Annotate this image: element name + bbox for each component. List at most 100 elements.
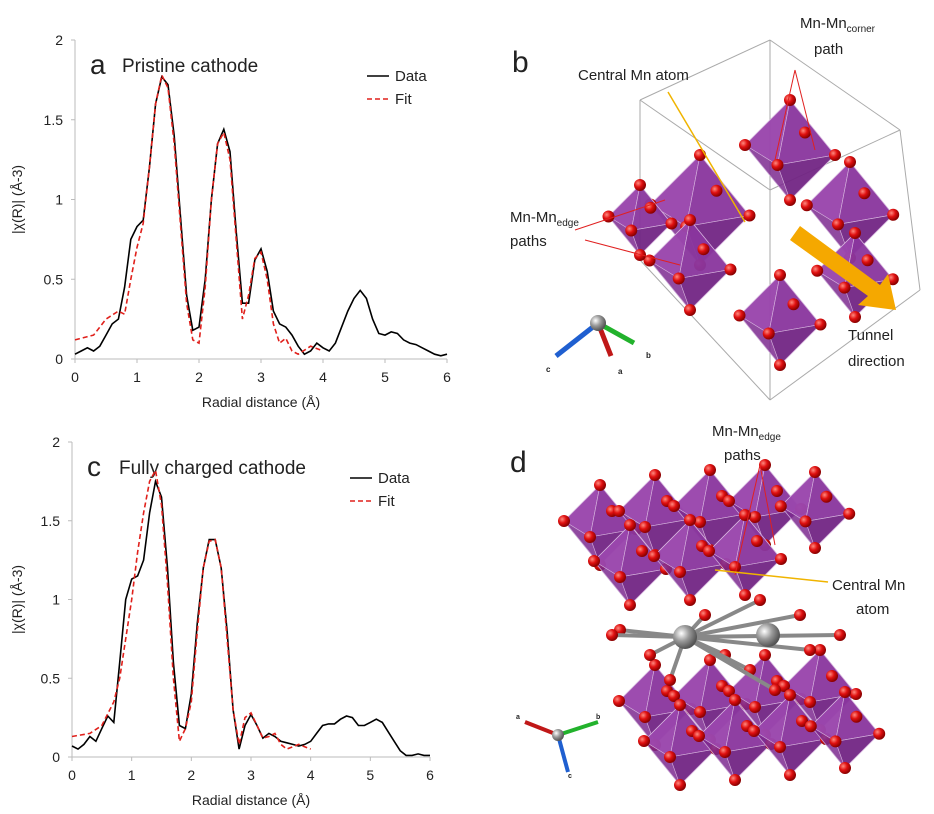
legend-label: Data <box>395 68 427 85</box>
oxygen-atom <box>694 516 706 528</box>
x-tick-label: 0 <box>71 369 79 385</box>
annotation-main: Mn-Mn <box>510 209 557 226</box>
oxygen-atom <box>839 762 851 774</box>
oxygen-atom <box>796 715 808 727</box>
oxygen-atom <box>639 711 651 723</box>
oxygen-atom <box>614 571 626 583</box>
guide-line <box>794 69 816 151</box>
oxygen-atom <box>674 566 686 578</box>
oxygen-atom <box>648 550 660 562</box>
oxygen-atom <box>739 589 751 601</box>
panel-label: c <box>87 451 101 482</box>
oxygen-atom <box>684 594 696 606</box>
oxygen-atom <box>774 269 786 281</box>
oxygen-atom <box>606 629 618 641</box>
legend-label: Fit <box>395 91 412 108</box>
oxygen-atom <box>733 309 746 322</box>
data-line <box>74 72 324 356</box>
guide-line <box>684 635 811 652</box>
axis-letter: c <box>568 773 572 780</box>
oxygen-atom <box>771 485 783 497</box>
x-tick-label: 6 <box>426 767 434 783</box>
oxygen-atom <box>839 686 851 698</box>
annotation: Tunnel <box>848 327 893 344</box>
annotation: paths <box>510 233 547 250</box>
oxygen-atom <box>787 298 800 311</box>
annotation: Mn-Mncorner <box>800 15 876 35</box>
guide-line <box>759 464 776 546</box>
guide-line <box>683 635 777 692</box>
x-axis-label: Radial distance (Å) <box>192 792 310 808</box>
oxygen-atom <box>613 505 625 517</box>
oxygen-atom <box>723 495 735 507</box>
octahedron-face <box>768 324 822 366</box>
oxygen-atom <box>684 514 696 526</box>
guide-line <box>734 464 761 576</box>
oxygen-atom <box>723 685 735 697</box>
oxygen-atom <box>774 741 786 753</box>
oxygen-atom <box>649 469 661 481</box>
oxygen-atom <box>625 224 638 237</box>
oxygen-atom <box>843 507 856 520</box>
oxygen-atom <box>644 201 657 214</box>
oxygen-atom <box>784 769 796 781</box>
oxygen-atom <box>844 156 856 168</box>
annotation: path <box>814 41 843 58</box>
annotation: paths <box>724 447 761 464</box>
x-tick-label: 3 <box>247 767 255 783</box>
oxygen-atom <box>729 774 741 786</box>
annotation: atom <box>856 601 889 618</box>
oxygen-atom <box>634 179 646 191</box>
octahedron-face <box>669 748 717 786</box>
mn-atom <box>673 625 697 649</box>
oxygen-atom <box>811 264 824 277</box>
oxygen-atom <box>719 746 731 758</box>
data-line <box>71 467 311 751</box>
oxygen-atom <box>664 751 676 763</box>
x-tick-label: 1 <box>128 767 136 783</box>
axis-letter: a <box>618 367 623 376</box>
origin-atom <box>552 729 564 741</box>
guide-line <box>584 239 681 266</box>
y-tick-label: 0.5 <box>41 670 61 686</box>
panel-label: d <box>510 446 527 479</box>
guide-line <box>639 99 771 191</box>
oxygen-atom <box>809 466 821 478</box>
oxygen-atom <box>774 500 787 513</box>
annotation: direction <box>848 353 905 370</box>
guide-line <box>899 129 921 291</box>
chart-title: Fully charged cathode <box>119 458 306 479</box>
oxygen-atom <box>804 644 816 656</box>
x-tick-label: 3 <box>257 369 265 385</box>
guide-line <box>639 259 771 401</box>
oxygen-atom <box>759 459 771 471</box>
oxygen-atom <box>729 694 741 706</box>
oxygen-atom <box>804 696 816 708</box>
oxygen-atom <box>784 94 796 106</box>
oxygen-atom <box>873 727 886 740</box>
oxygen-atom <box>799 126 811 139</box>
annotation-sub: edge <box>759 432 782 443</box>
oxygen-atom <box>624 599 636 611</box>
data-line <box>74 74 448 357</box>
annotation-sub: edge <box>557 218 580 229</box>
oxygen-atom <box>829 149 841 161</box>
oxygen-atom <box>751 535 763 547</box>
oxygen-atom <box>794 609 806 621</box>
oxygen-atom <box>775 553 787 565</box>
oxygen-atom <box>584 531 596 543</box>
oxygen-atom <box>699 609 711 621</box>
oxygen-atom <box>668 500 680 512</box>
oxygen-atom <box>784 194 796 206</box>
oxygen-atom <box>850 710 863 723</box>
oxygen-atom <box>634 249 646 261</box>
y-axis-label: |χ(R)| (Å-3) <box>9 565 25 634</box>
oxygen-atom <box>814 318 827 331</box>
guide-line <box>554 321 600 358</box>
axis-letter: b <box>596 714 600 721</box>
octahedron-face <box>619 568 667 606</box>
guide-line <box>714 569 829 583</box>
oxygen-atom <box>624 519 636 531</box>
tunnel-arrow <box>790 226 896 310</box>
